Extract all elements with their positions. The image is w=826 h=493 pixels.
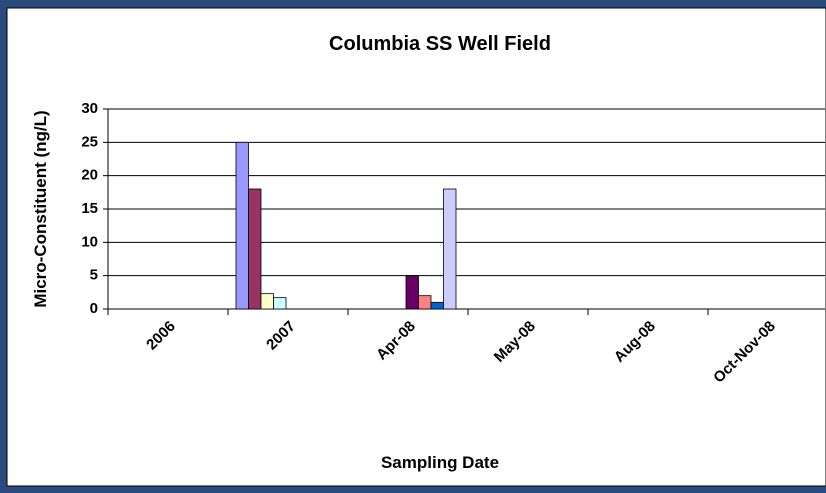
x-axis-title: Sampling Date [381, 453, 499, 472]
y-tick-label: 5 [90, 267, 98, 284]
y-tick-label: 20 [81, 167, 98, 184]
chart-area [6, 7, 826, 487]
chart-title: Columbia SS Well Field [329, 33, 551, 55]
y-axis-title: Micro-Constituent (ng/L) [31, 110, 50, 307]
y-tick-label: 30 [81, 100, 98, 117]
bar [418, 295, 432, 310]
bar [430, 301, 444, 310]
bar [260, 293, 274, 310]
bar [248, 188, 262, 310]
bar [273, 297, 287, 310]
y-tick-label: 15 [81, 200, 98, 217]
bar [235, 141, 249, 310]
y-tick-label: 10 [81, 233, 98, 250]
bar [443, 188, 457, 310]
bar [405, 275, 419, 310]
y-tick-label: 0 [90, 300, 98, 317]
y-tick-label: 25 [81, 133, 98, 150]
